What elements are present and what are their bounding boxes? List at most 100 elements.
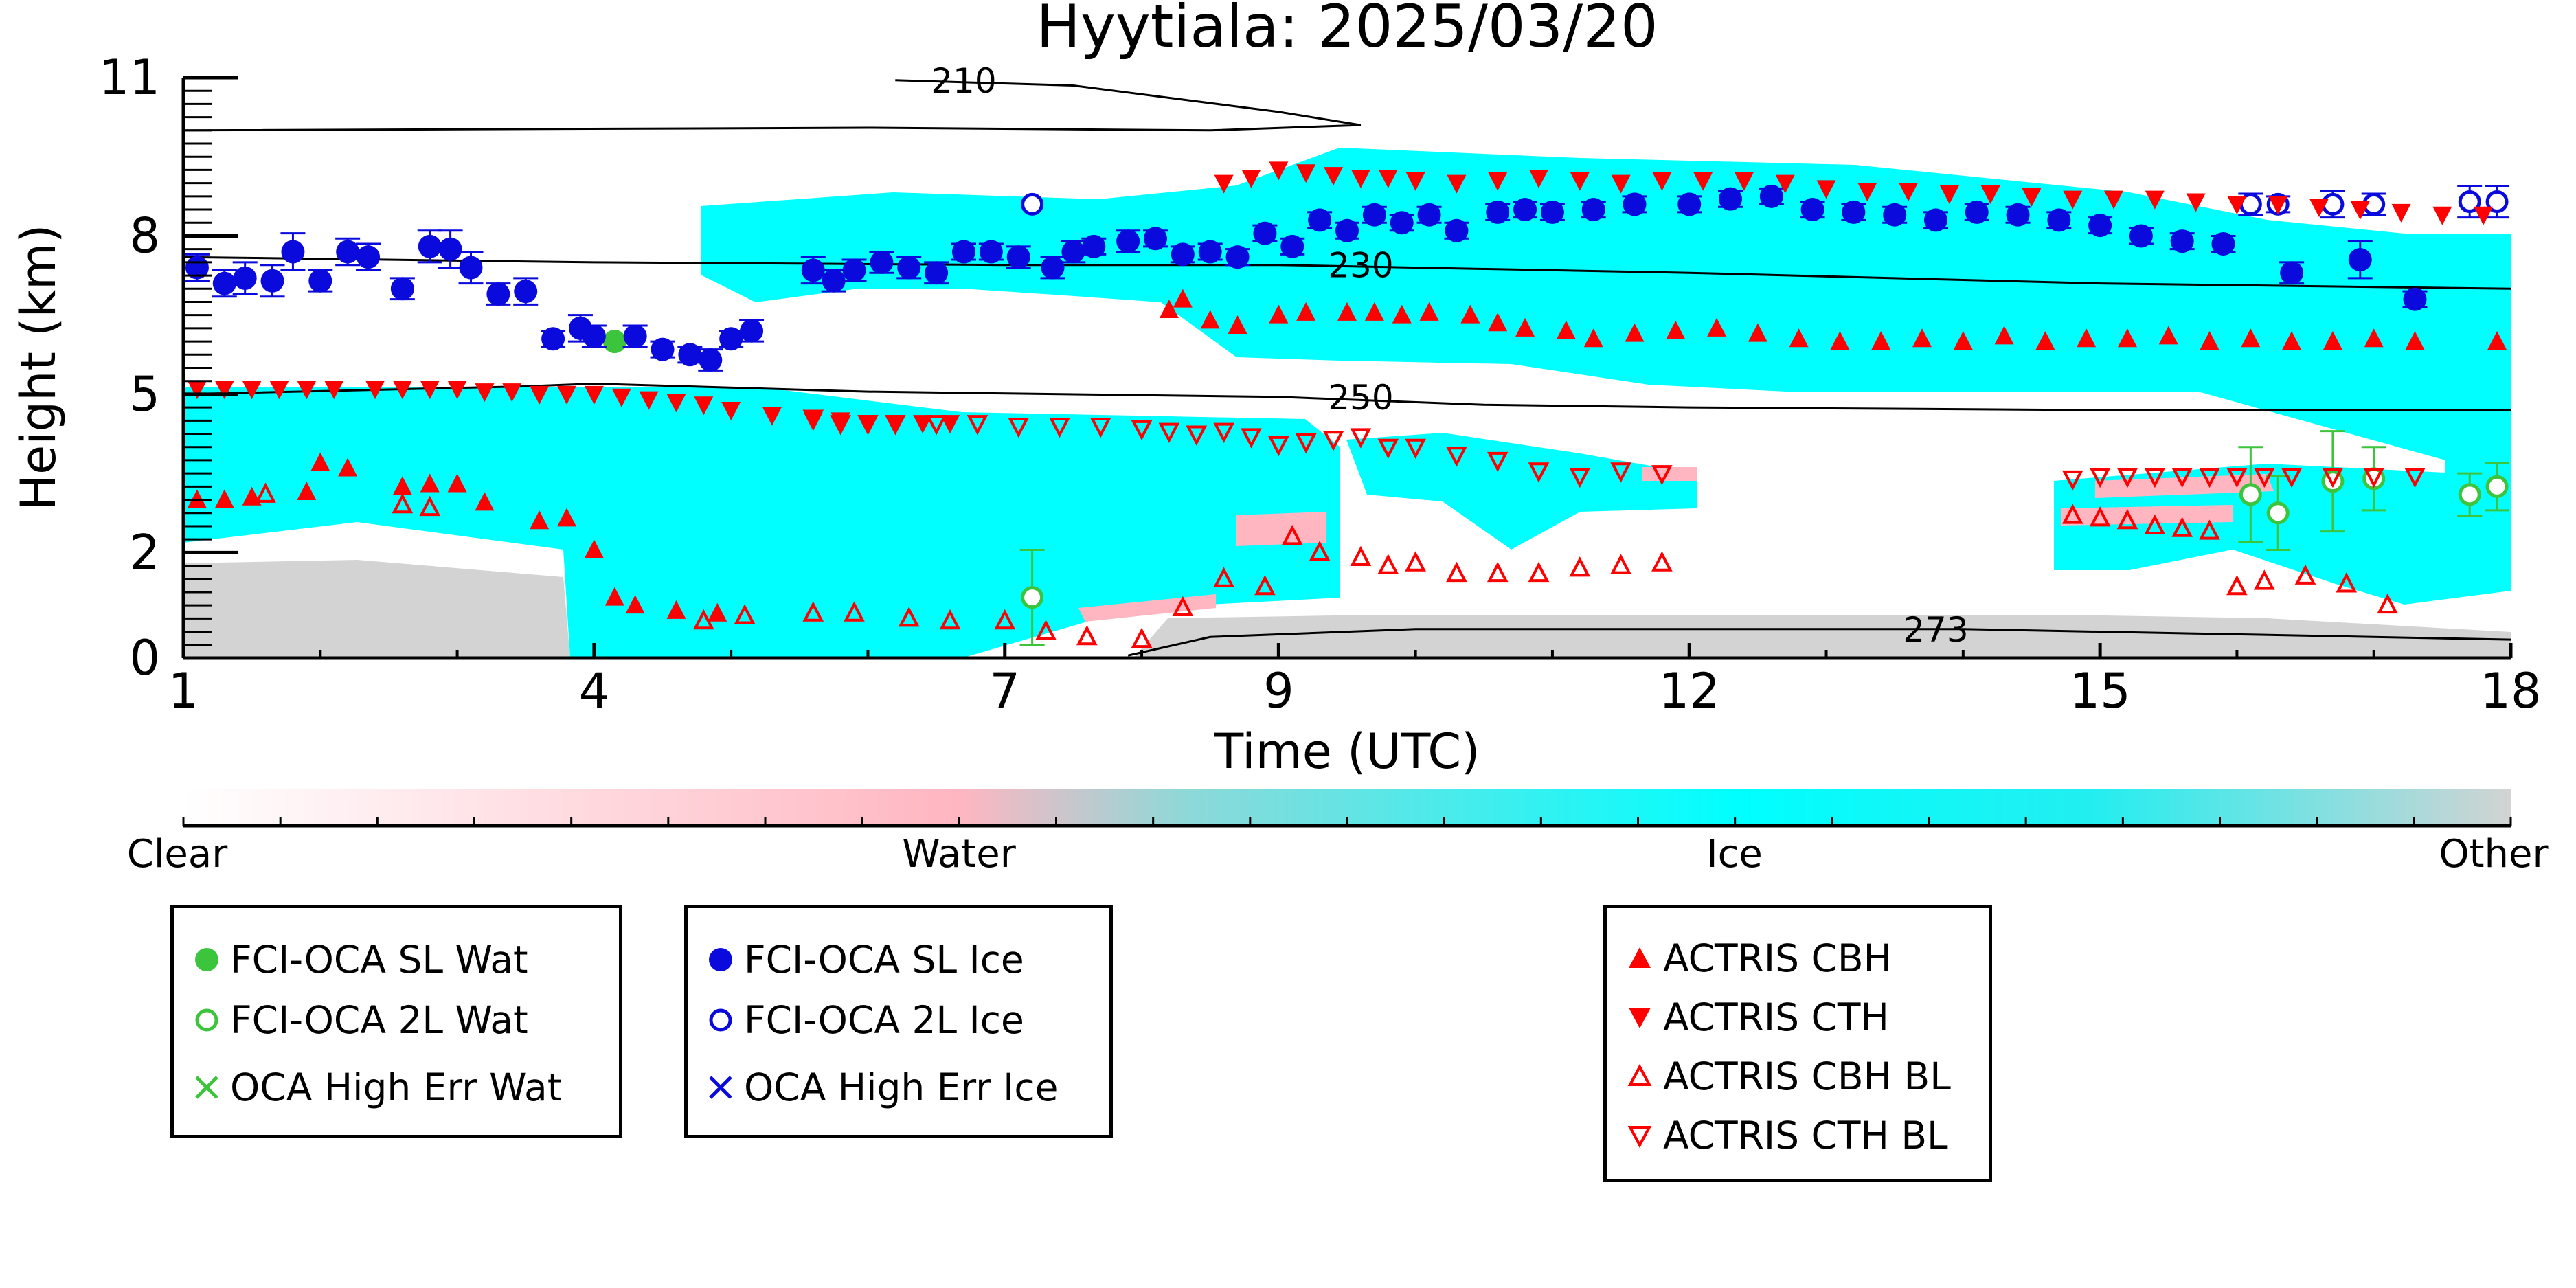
data-point [1280,234,1304,258]
legend-label: FCI-OCA 2L Wat [230,998,528,1042]
data-point [1994,326,2014,345]
data-point [2226,467,2248,488]
data-point [1377,554,1399,574]
data-point [1528,561,1550,583]
data-point [1322,431,1344,451]
data-point [1228,315,1247,335]
x-tick-label: 12 [1659,663,1720,719]
data-point [1610,462,1631,483]
data-point [822,269,846,293]
filled-circle-marker-icon [195,948,218,971]
data-point [857,415,879,436]
data-point [475,492,495,511]
legend-item: ACTRIS CBH [1626,934,1892,982]
data-point [940,415,960,434]
data-point [2377,593,2398,614]
data-point [2117,328,2137,348]
data-point [365,381,385,400]
data-point [1241,428,1262,449]
data-point [1569,556,1591,577]
data-point [2363,467,2385,488]
data-point [1214,174,1234,194]
legend-item: ACTRIS CTH BL [1626,1111,1948,1160]
data-point [1008,418,1029,438]
data-point [2253,569,2275,590]
legend-item: FCI-OCA SL Ice [707,936,1024,984]
data-point [2404,467,2426,488]
open-circle-marker-icon [709,1008,732,1032]
contour-label: 230 [1328,246,1393,286]
data-point [1883,203,1907,227]
data-point [1445,218,1469,242]
data-point [1488,313,1508,332]
data-point [1486,200,1510,224]
contour-labels: 210 230 250 273 [931,61,1968,650]
data-point [2309,199,2329,218]
data-point [2006,203,2030,227]
data-point [2171,517,2193,537]
data-point [1487,561,1509,583]
data-point [1953,331,1973,350]
data-point [1049,418,1070,438]
x-tick-label: 18 [2480,663,2541,719]
data-point [1335,218,1359,242]
y-tick-label: 2 [129,524,160,580]
data-point [1392,304,1412,324]
data-point [297,482,317,501]
data-point [2211,231,2235,256]
data-point [1131,627,1153,648]
data-point [913,415,933,434]
data-point [1965,200,1989,224]
data-point [1253,221,1277,245]
data-point [459,256,483,280]
x-marker-icon [709,1076,732,1099]
data-point [420,473,440,493]
data-point [1021,586,1044,609]
legend-label: ACTRIS CTH [1663,995,1889,1039]
data-point [1460,304,1480,324]
legend-label: ACTRIS CBH BL [1663,1054,1951,1098]
legend-item: FCI-OCA 2L Wat [193,996,528,1044]
data-point [324,381,344,400]
x-tick-label: 4 [579,663,610,719]
data-point [2144,514,2166,534]
data-point [214,381,234,400]
x-marker-icon [195,1076,218,1099]
data-point [2239,483,2262,506]
data-point [1515,317,1535,337]
data-point [584,385,604,405]
data-point [1006,245,1030,269]
data-point [1569,467,1591,488]
data-point [2089,506,2111,527]
data-point [486,282,510,306]
data-point [447,473,467,493]
data-point [336,240,360,264]
data-point [2391,203,2411,223]
data-point [1309,541,1331,561]
data-point [2022,188,2042,207]
data-point [2088,214,2112,238]
triangle-up-filled-marker-icon [1629,947,1651,968]
data-point [721,401,741,420]
y-tick-label: 8 [129,207,160,264]
data-point [2171,467,2193,488]
data-point [2323,331,2342,350]
data-point [2266,501,2290,525]
data-point [740,319,764,343]
data-point [1295,433,1317,454]
data-point [844,601,865,622]
data-point [1405,438,1426,460]
data-point [2268,196,2288,215]
data-point [1748,323,1767,342]
data-point [1528,462,1550,483]
legend-label: FCI-OCA SL Wat [230,938,528,982]
data-point [1186,425,1208,446]
data-point [584,539,604,558]
data-point [2364,328,2384,348]
data-point [338,457,358,477]
data-point [734,604,756,624]
data-point [2199,467,2220,488]
data-point [2405,331,2425,350]
data-point [1651,465,1673,486]
